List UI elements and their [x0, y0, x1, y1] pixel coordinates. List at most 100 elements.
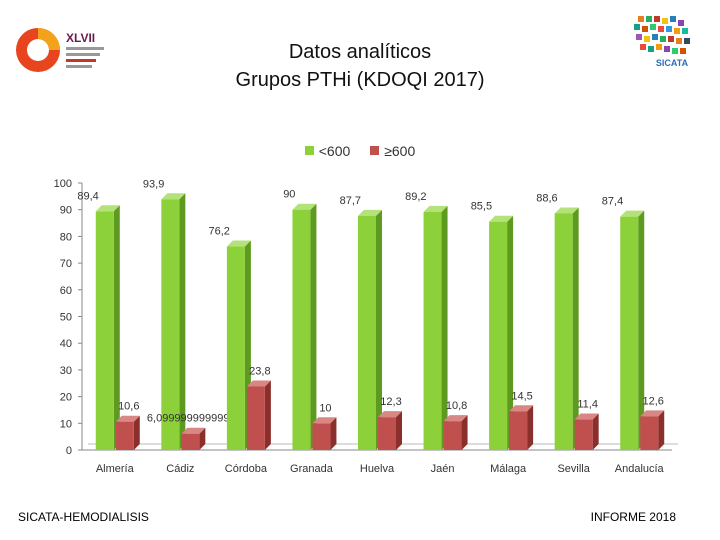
- y-tick-label: 10: [60, 418, 72, 430]
- x-tick-label: Cádiz: [166, 463, 194, 475]
- bar-side-ge600: [133, 415, 140, 450]
- data-label-lt600: 88,6: [536, 192, 557, 204]
- chart-title-line1: Datos analíticos: [288, 41, 432, 63]
- data-label-lt600: 90: [283, 189, 295, 201]
- bar-side-ge600: [330, 417, 337, 450]
- bar-top-ge600: [378, 411, 402, 418]
- data-label-ge600: 10: [319, 402, 331, 414]
- bar-lt600: [226, 246, 245, 450]
- data-label-ge600: 11,4: [577, 399, 598, 411]
- bar-side-lt600: [572, 207, 579, 450]
- bar-top-lt600: [489, 215, 514, 222]
- y-tick-label: 0: [66, 445, 72, 457]
- x-tick-label: Almería: [96, 463, 135, 475]
- bar-side-ge600: [461, 415, 468, 450]
- bar-lt600: [161, 199, 180, 450]
- y-tick-label: 60: [60, 285, 72, 297]
- footer-right: INFORME 2018: [590, 510, 676, 524]
- bar-top-lt600: [358, 209, 382, 216]
- bar-top-lt600: [554, 207, 579, 214]
- bar-ge600: [312, 423, 331, 450]
- data-label-lt600: 85,5: [471, 201, 492, 213]
- svg-text:SICATA: SICATA: [656, 58, 689, 68]
- bar-ge600: [181, 433, 200, 450]
- footer-left: SICATA-HEMODIALISIS: [18, 510, 149, 524]
- bar-side-lt600: [179, 193, 186, 451]
- bar-ge600: [115, 421, 134, 450]
- bar-top-ge600: [574, 413, 599, 420]
- bar-top-lt600: [161, 193, 186, 200]
- bar-side-ge600: [199, 427, 206, 450]
- y-tick-label: 80: [60, 231, 72, 243]
- x-tick-label: Málaga: [490, 463, 527, 475]
- x-tick-label: Granada: [290, 463, 334, 475]
- y-tick-label: 100: [54, 178, 72, 190]
- x-tick-label: Sevilla: [557, 463, 590, 475]
- y-tick-label: 30: [60, 365, 72, 377]
- bar-lt600: [423, 211, 442, 450]
- data-label-ge600: 6,09999999999999: [147, 413, 242, 425]
- y-tick-label: 40: [60, 338, 72, 350]
- data-label-ge600: 10,8: [446, 400, 467, 412]
- bar-side-ge600: [264, 380, 271, 450]
- data-label-ge600: 10,6: [118, 401, 139, 413]
- bar-top-lt600: [95, 205, 120, 212]
- bar-lt600: [554, 213, 573, 450]
- legend-label-ge600: ≥600: [384, 142, 416, 159]
- bar-side-lt600: [376, 209, 382, 450]
- bar-lt600: [489, 221, 508, 450]
- bar-ge600: [443, 421, 462, 450]
- bar-top-lt600: [226, 240, 251, 247]
- data-label-ge600: 12,3: [380, 396, 401, 408]
- sicata-logo: SICATA: [628, 8, 704, 72]
- bar-side-lt600: [310, 203, 317, 450]
- legend-swatch-ge600: [370, 146, 380, 155]
- bar-side-lt600: [441, 205, 448, 450]
- data-label-lt600: 89,4: [77, 190, 98, 202]
- x-tick-label: Jaén: [431, 463, 455, 475]
- data-label-lt600: 89,2: [405, 191, 426, 203]
- bar-lt600: [292, 209, 311, 450]
- bar-ge600: [378, 417, 396, 450]
- bar-top-lt600: [620, 210, 645, 217]
- bar-side-lt600: [507, 215, 514, 450]
- bar-top-ge600: [312, 417, 337, 424]
- sicata-logo-icon: SICATA: [634, 16, 690, 68]
- data-label-lt600: 76,2: [208, 226, 229, 238]
- data-label-lt600: 87,4: [602, 196, 623, 208]
- data-label-ge600: 14,5: [511, 390, 532, 402]
- congress-logo-icon: XLVII: [16, 28, 104, 72]
- data-label-lt600: 87,7: [340, 195, 361, 207]
- bar-top-lt600: [292, 203, 317, 210]
- data-label-ge600: 12,6: [643, 395, 664, 407]
- bar-side-ge600: [396, 411, 402, 450]
- bar-top-ge600: [640, 410, 665, 417]
- bar-top-ge600: [115, 415, 140, 422]
- legend-swatch-lt600: [304, 146, 314, 155]
- bar-top-ge600: [443, 415, 468, 422]
- bar-ge600: [640, 416, 659, 450]
- bar-side-ge600: [527, 405, 534, 450]
- legend-item-ge600: ≥600: [370, 143, 415, 159]
- x-tick-label: Córdoba: [225, 463, 268, 475]
- data-label-ge600: 23,8: [249, 365, 270, 377]
- chart-title: Datos analíticos Grupos PTHi (KDOQI 2017…: [0, 38, 720, 94]
- bar-ge600: [574, 419, 593, 450]
- bar-side-lt600: [638, 210, 645, 450]
- legend-item-lt600: <600: [304, 143, 350, 159]
- y-tick-label: 50: [60, 312, 72, 324]
- bar-side-ge600: [592, 413, 599, 450]
- data-label-lt600: 93,9: [143, 178, 164, 190]
- bar-ge600: [246, 386, 265, 450]
- y-tick-label: 20: [60, 392, 72, 404]
- bar-side-ge600: [658, 410, 665, 450]
- x-tick-label: Huelva: [360, 463, 395, 475]
- x-tick-label: Andalucía: [615, 463, 665, 475]
- bar-lt600: [620, 216, 639, 450]
- congress-logo: XLVII: [14, 22, 114, 80]
- bar-ge600: [509, 411, 528, 450]
- bar-side-lt600: [113, 205, 120, 450]
- bar-top-ge600: [181, 427, 206, 434]
- y-tick-label: 70: [60, 258, 72, 270]
